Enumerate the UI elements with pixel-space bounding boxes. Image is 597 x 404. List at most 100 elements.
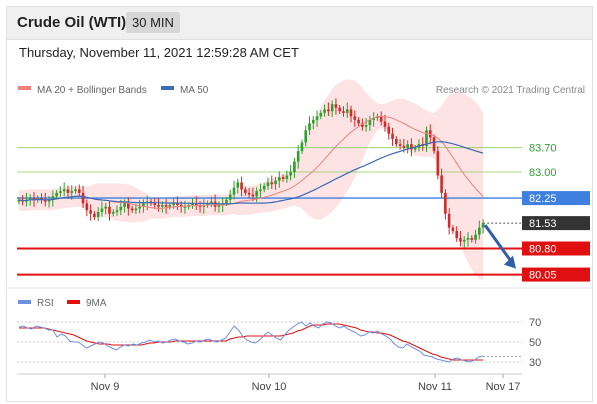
bollinger-bands [18,79,484,281]
candle-body [74,189,77,192]
candle-71 [285,170,289,183]
candle-body [157,205,160,207]
candle-81 [323,104,326,117]
candle-body [311,119,315,124]
candle-113 [444,189,447,220]
candle-body [236,182,240,188]
candle-65 [262,183,266,193]
candle-103 [406,140,409,154]
candle-body [262,185,266,190]
candle-body [206,203,209,206]
candle-body [394,138,398,145]
candle-body [270,182,274,185]
candle-59 [240,176,243,197]
candle-body [444,192,447,214]
level-value-2: 82.25 [529,193,557,205]
candle-body [43,199,47,202]
candle-body [225,199,228,204]
level-value-3: 81.53 [529,218,557,230]
candle-body [308,123,311,131]
candle-body [338,107,342,112]
candle-body [62,189,66,192]
candle-69 [277,171,281,188]
level-value-4: 80.80 [529,243,557,255]
candle-body [304,130,308,143]
candle-body [391,133,394,139]
candle-83 [330,100,334,118]
candle-body [436,151,440,176]
candle-body [285,175,289,179]
candle-body [119,206,123,211]
candle-body [160,205,164,207]
candle-70 [281,174,285,182]
candle-body [334,104,338,108]
candle-body [77,189,81,193]
candle-87 [345,102,349,118]
candle-30 [130,205,134,214]
level-tag-4 [522,241,590,256]
candle-73 [293,157,296,178]
candle-123 [481,219,485,234]
candle-body [266,182,270,186]
candle-10 [55,190,58,200]
candle-body [228,194,232,200]
candle-67 [270,175,274,190]
candle-76 [304,125,308,147]
candle-body [451,227,455,232]
rsi-legend-label: RSI [37,298,54,309]
candle-body [172,203,175,206]
candle-100 [394,136,398,147]
candle-88 [349,105,353,123]
candle-97 [383,114,387,132]
candle-body [240,182,243,190]
candle-85 [338,104,342,114]
candle-body [108,206,111,214]
candle-body [138,206,141,209]
candle-body [66,189,70,193]
candle-body [70,191,74,193]
candle-body [410,144,413,150]
candle-16 [77,184,81,197]
candle-114 [447,207,451,235]
candle-body [474,234,477,240]
candle-57 [232,180,236,200]
candle-19 [89,204,92,221]
candle-body [357,119,360,124]
candle-body [259,189,262,192]
arrow-shaft [483,224,514,264]
candle-body [55,192,58,197]
candle-77 [308,116,311,136]
candle-11 [59,186,62,197]
rsi-tick-70: 70 [529,317,541,329]
candle-24 [108,200,111,221]
candle-body [342,111,345,113]
candle-121 [474,229,477,244]
candle-body [432,137,436,152]
candle-62 [251,187,255,202]
candle-64 [259,183,262,199]
candle-120 [470,235,474,243]
ma20-legend-swatch [18,86,31,90]
candle-119 [466,232,470,247]
candle-body [466,238,470,240]
candle-body [96,211,100,218]
timeframe-button[interactable]: 30 MIN [126,12,180,33]
candle-body [428,130,432,138]
candle-22 [100,201,104,217]
candle-72 [289,165,292,181]
candle-body [93,213,96,218]
candle-body [210,201,213,204]
candle-13 [66,185,70,199]
candle-body [289,172,292,176]
arrow-head [504,255,516,269]
candle-body [100,208,104,212]
ma50-legend-swatch [161,86,174,90]
candle-body [364,125,368,127]
candle-12 [62,182,66,196]
candle-body [28,198,32,200]
candle-93 [368,116,372,131]
candle-95 [376,113,379,121]
candle-74 [296,145,300,169]
level-label-0: 83.70 [529,143,557,155]
level-label-4: 80.80 [522,241,590,256]
